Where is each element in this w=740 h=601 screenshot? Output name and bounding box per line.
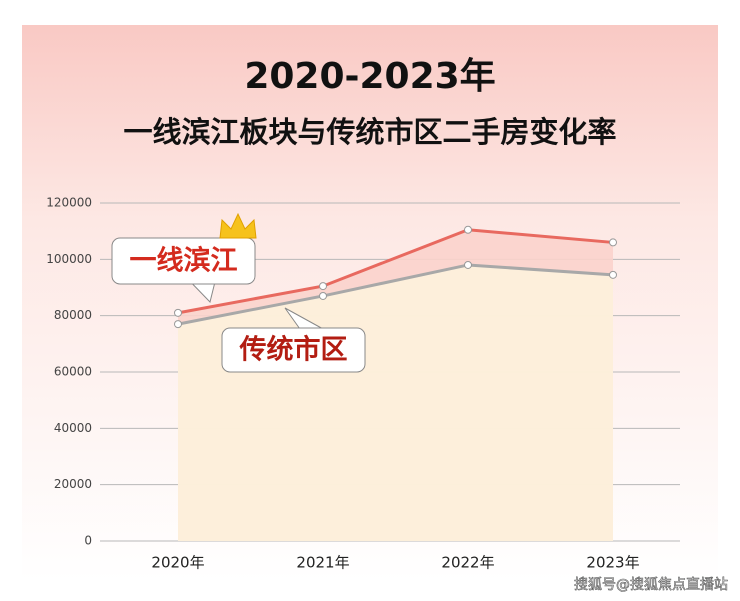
x-tick-label: 2022年: [441, 554, 494, 572]
line: [177, 263, 614, 326]
y-tick-label: 40000: [54, 421, 92, 435]
callout-pointer: [284, 307, 326, 331]
legend-label: 一线滨江: [130, 245, 238, 277]
point: [319, 282, 327, 291]
plot: 0 20000 40000 60000 80000 100000 120000 2020年 20…: [46, 196, 680, 572]
y-tick-label: 0: [84, 534, 92, 548]
y-tick-label: 100000: [46, 252, 92, 266]
y-tick-label: 120000: [46, 196, 92, 210]
point: [609, 238, 617, 247]
x-tick-label: 2021年: [296, 554, 349, 572]
y-tick-label: 80000: [54, 308, 92, 322]
y-tick-label: 20000: [54, 477, 92, 491]
chart-subtitle: 一线滨江板块与传统市区二手房变化率: [123, 115, 616, 149]
legend-box: [111, 237, 256, 285]
point: [609, 270, 617, 279]
y-tick-label: 60000: [54, 365, 92, 379]
legend-label: 传统市区: [239, 334, 348, 366]
point: [464, 260, 472, 269]
line: [177, 228, 614, 315]
x-tick-label: 2020年: [151, 554, 204, 572]
point: [174, 308, 182, 317]
watermark: 搜狐号@搜狐焦点直播站: [574, 576, 728, 593]
point: [174, 320, 182, 329]
chart-title: 2020-2023年: [244, 56, 495, 97]
point: [319, 291, 327, 300]
x-tick-label: 2023年: [586, 554, 639, 572]
crown-icon: [219, 212, 257, 239]
legend-box: [221, 327, 366, 373]
callout-pointer: [190, 281, 216, 303]
point: [464, 225, 472, 234]
